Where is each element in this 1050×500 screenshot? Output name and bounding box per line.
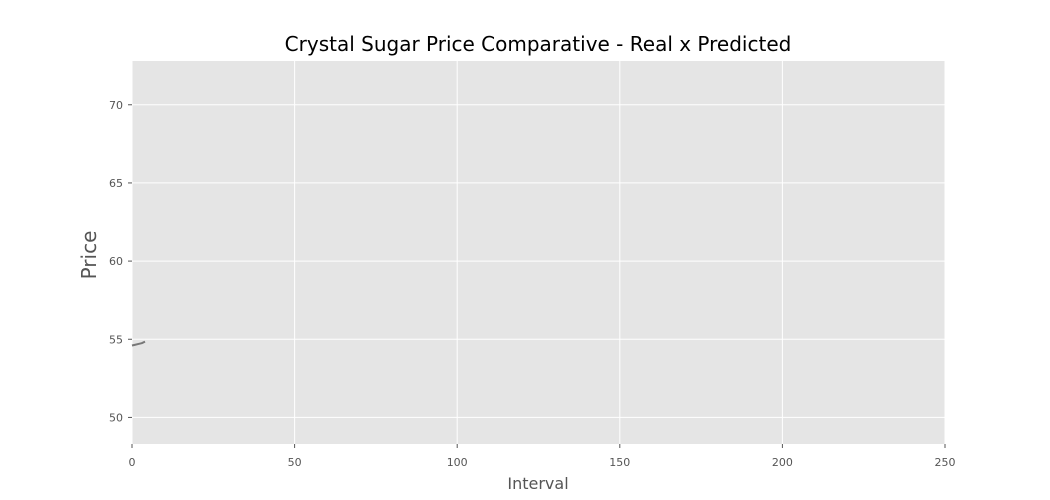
y-tick-label-0: 50: [109, 411, 123, 424]
series-line-0: [131, 340, 146, 347]
x-tick-label-3: 150: [609, 456, 630, 469]
x-axis: 0 50 100 150 200 250: [129, 444, 956, 469]
x-tick-label-0: 0: [129, 456, 136, 469]
y-axis: 50 55 60 65 70: [109, 99, 132, 424]
y-tick-label-1: 55: [109, 333, 123, 346]
x-tick-label-4: 200: [772, 456, 793, 469]
y-tick-label-2: 60: [109, 255, 123, 268]
y-tick-label-4: 70: [109, 99, 123, 112]
x-tick-label-5: 250: [935, 456, 956, 469]
x-axis-label: Interval: [507, 474, 568, 493]
x-tick-label-2: 100: [447, 456, 468, 469]
series-layer: [131, 340, 146, 347]
y-tick-label-3: 65: [109, 177, 123, 190]
x-tick-label-1: 50: [288, 456, 302, 469]
chart-title: Crystal Sugar Price Comparative - Real x…: [285, 32, 792, 56]
grid-layer: [131, 61, 946, 444]
y-axis-label: Price: [77, 231, 101, 280]
plot-area: [132, 61, 945, 444]
